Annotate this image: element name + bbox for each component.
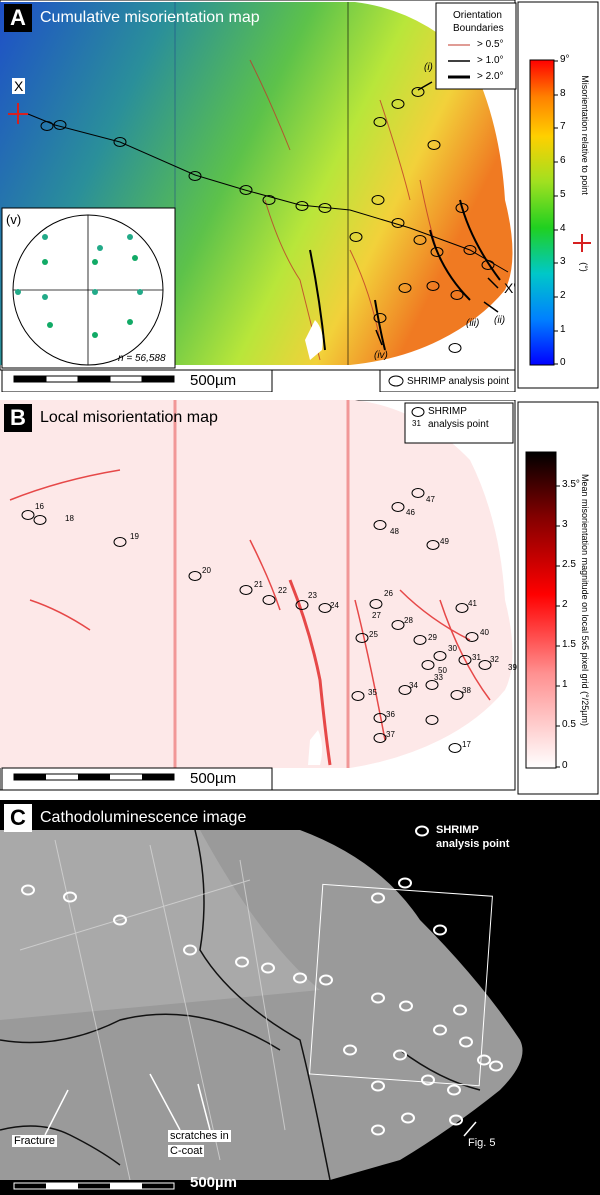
colorbar-a-ticks [554, 60, 558, 365]
panel-b: B Local misorientation map SHRIMP 31 ana… [0, 400, 600, 798]
scratches-label-1: scratches in [168, 1130, 231, 1142]
annotation-arrows [375, 81, 499, 346]
panel-b-letter: B [4, 404, 32, 432]
panel-a-graphic [0, 0, 600, 392]
pole-figure-n: n = 56,588 [118, 353, 166, 364]
panel-b-graphic [0, 400, 599, 795]
legend-item-05: > 0.5° [477, 39, 504, 50]
shrimp-points-a [40, 87, 495, 353]
marker-x: X [12, 78, 26, 94]
legend-item-10: > 1.0° [477, 55, 504, 66]
anno-ii: (ii) [494, 315, 506, 326]
cbar-a-tick-9: 9° [560, 54, 570, 65]
panel-c-graphic [0, 800, 600, 1195]
panel-a: A Cumulative misorientation map Orientat… [0, 0, 600, 392]
scale-b: 500µm [190, 770, 237, 787]
profile-line [27, 113, 509, 273]
anno-v: (v) [6, 212, 22, 227]
anno-iii: (iii) [466, 318, 480, 329]
fracture-label: Fracture [12, 1135, 57, 1147]
panel-c: C Cathodoluminescence image SHRIMP analy… [0, 800, 600, 1195]
panel-c-title: Cathodoluminescence image [40, 809, 247, 826]
shrimp-legend-a: SHRIMP analysis point [407, 376, 510, 387]
cbar-b-label: Mean misorientation magnitude on local 5… [580, 474, 590, 726]
panel-c-letter: C [4, 804, 32, 832]
fig5-label: Fig. 5 [468, 1137, 496, 1149]
anno-i: (i) [424, 62, 433, 73]
pole-figure-clusters [15, 234, 143, 338]
panel-a-letter: A [4, 4, 32, 32]
legend-item-20: > 2.0° [477, 71, 504, 82]
reference-cross [8, 103, 28, 124]
shrimp-points-c [21, 877, 503, 1136]
scale-c: 500µm [190, 1174, 238, 1191]
boundary-legend: Orientation Boundaries > 0.5° > 1.0° > 2… [453, 10, 504, 82]
cbar-a-label: Misorientation relative to point [580, 75, 590, 195]
shrimp-points-b [21, 488, 492, 753]
cl-scratches [19, 839, 286, 1181]
scratches-label-2: C-coat [168, 1145, 205, 1157]
scale-a: 500µm [190, 372, 237, 389]
marker-x-prime: X' [504, 280, 517, 296]
panel-b-title: Local misorientation map [40, 409, 218, 426]
anno-iv: (iv) [374, 350, 388, 361]
panel-a-title: Cumulative misorientation map [40, 9, 260, 26]
cl-cracks [0, 829, 481, 1181]
